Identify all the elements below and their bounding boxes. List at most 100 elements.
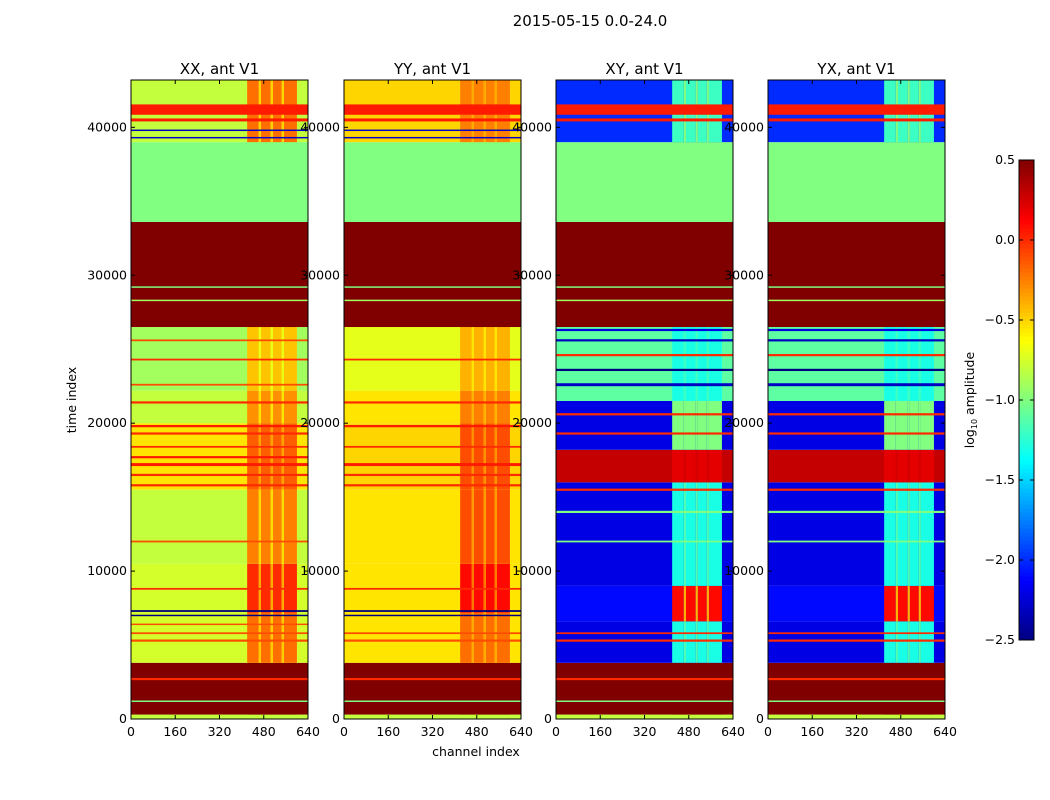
heatmap-cell [884, 621, 896, 663]
colorbar-segment [1019, 456, 1034, 461]
heatmap-line [768, 632, 945, 635]
y-tick-label: 40000 [512, 119, 552, 134]
heatmap-cell [460, 714, 472, 719]
heatmap-cell [260, 662, 271, 715]
colorbar-segment [1019, 636, 1034, 641]
colorbar-segment [1019, 564, 1034, 569]
colorbar-segment [1019, 536, 1034, 541]
colorbar-segment [1019, 588, 1034, 593]
heatmap-cell [706, 400, 709, 450]
heatmap-cell [672, 327, 684, 401]
colorbar-segment [1019, 172, 1034, 177]
colorbar-segment [1019, 552, 1034, 557]
colorbar-segment [1019, 444, 1034, 449]
heatmap-cell [471, 142, 474, 222]
x-tick-label: 480 [465, 724, 489, 739]
colorbar-segment [1019, 476, 1034, 481]
heatmap-cell [247, 390, 259, 424]
colorbar-segment [1019, 248, 1034, 253]
x-tick-label: 160 [376, 724, 400, 739]
heatmap-cell [708, 714, 722, 719]
y-axis-label: time index [64, 367, 79, 433]
heatmap-line [131, 700, 308, 702]
heatmap-line [556, 299, 733, 302]
heatmap-line [131, 401, 308, 404]
heatmap-cell [460, 142, 472, 222]
heatmap-line [768, 540, 945, 543]
heatmap-cell [918, 482, 921, 586]
colorbar-segment [1019, 324, 1034, 329]
heatmap-cell [697, 449, 707, 483]
heatmap-cell [471, 423, 474, 490]
heatmap-cell [697, 621, 707, 663]
colorbar-segment [1019, 492, 1034, 497]
colorbar-segment [1019, 200, 1034, 205]
colorbar-segment [1019, 488, 1034, 493]
heatmap-cell [697, 585, 707, 622]
heatmap-cell [708, 449, 722, 483]
heatmap-cell [697, 662, 707, 715]
heatmap-line [131, 632, 308, 635]
colorbar-segment [1019, 208, 1034, 213]
heatmap-panel: XX, ant V1 0 160 320 480 640 0 10000 20000 30000 4… [87, 60, 320, 739]
y-tick-label: 40000 [724, 119, 764, 134]
heatmap-cell [695, 662, 698, 715]
heatmap-cell [496, 390, 510, 424]
colorbar-segment [1019, 268, 1034, 273]
heatmap-cell [270, 142, 273, 222]
figure-title: 2015-05-15 0.0-24.0 [513, 12, 668, 30]
heatmap-line [768, 104, 945, 115]
heatmap-cell [683, 585, 686, 622]
colorbar-segment [1019, 292, 1034, 297]
heatmap-cell [706, 621, 709, 663]
colorbar-segment [1019, 164, 1034, 169]
colorbar-segment [1019, 548, 1034, 553]
heatmap-cell [272, 662, 282, 715]
heatmap-cell [907, 662, 910, 715]
heatmap-cell [496, 612, 510, 663]
heatmap-cell [895, 482, 898, 586]
heatmap-line [768, 286, 945, 288]
heatmap-cell [895, 714, 898, 719]
heatmap-cell [706, 714, 709, 719]
heatmap-cell [695, 714, 698, 719]
colorbar-tick-label: 0.0 [995, 232, 1015, 247]
heatmap-cell [460, 612, 472, 663]
heatmap-cell [918, 621, 921, 663]
y-tick-label: 40000 [300, 119, 340, 134]
heatmap-cell [496, 662, 510, 715]
heatmap-line [131, 129, 308, 132]
colorbar-segment [1019, 240, 1034, 245]
heatmap-line [344, 639, 521, 642]
heatmap-cell [258, 222, 261, 328]
heatmap-line [556, 700, 733, 702]
heatmap-cell [697, 714, 707, 719]
heatmap-cell [685, 327, 696, 401]
heatmap-cell [895, 662, 898, 715]
heatmap-cell [697, 222, 707, 328]
heatmap-line [344, 677, 521, 681]
heatmap-cell [260, 142, 271, 222]
heatmap-cell [685, 585, 696, 622]
heatmap-line [556, 639, 733, 642]
colorbar-segment [1019, 300, 1034, 305]
heatmap-cell [496, 222, 510, 328]
heatmap-cell [920, 449, 934, 483]
heatmap-cell [483, 489, 486, 564]
heatmap-cell [706, 449, 709, 483]
heatmap-cell [918, 400, 921, 450]
colorbar-segment [1019, 508, 1034, 513]
heatmap-cell [270, 390, 273, 424]
heatmap-cell [483, 142, 486, 222]
heatmap-line [131, 358, 308, 361]
heatmap-cell [897, 662, 908, 715]
colorbar-segment [1019, 396, 1034, 401]
heatmap-line [344, 632, 521, 635]
heatmap-cell [460, 390, 472, 424]
heatmap-cell [483, 390, 486, 424]
heatmap-cell [494, 489, 497, 564]
y-tick-label: 30000 [87, 267, 127, 282]
heatmap-line [131, 623, 308, 626]
heatmap-line [131, 286, 308, 288]
x-tick-label: 0 [764, 724, 772, 739]
